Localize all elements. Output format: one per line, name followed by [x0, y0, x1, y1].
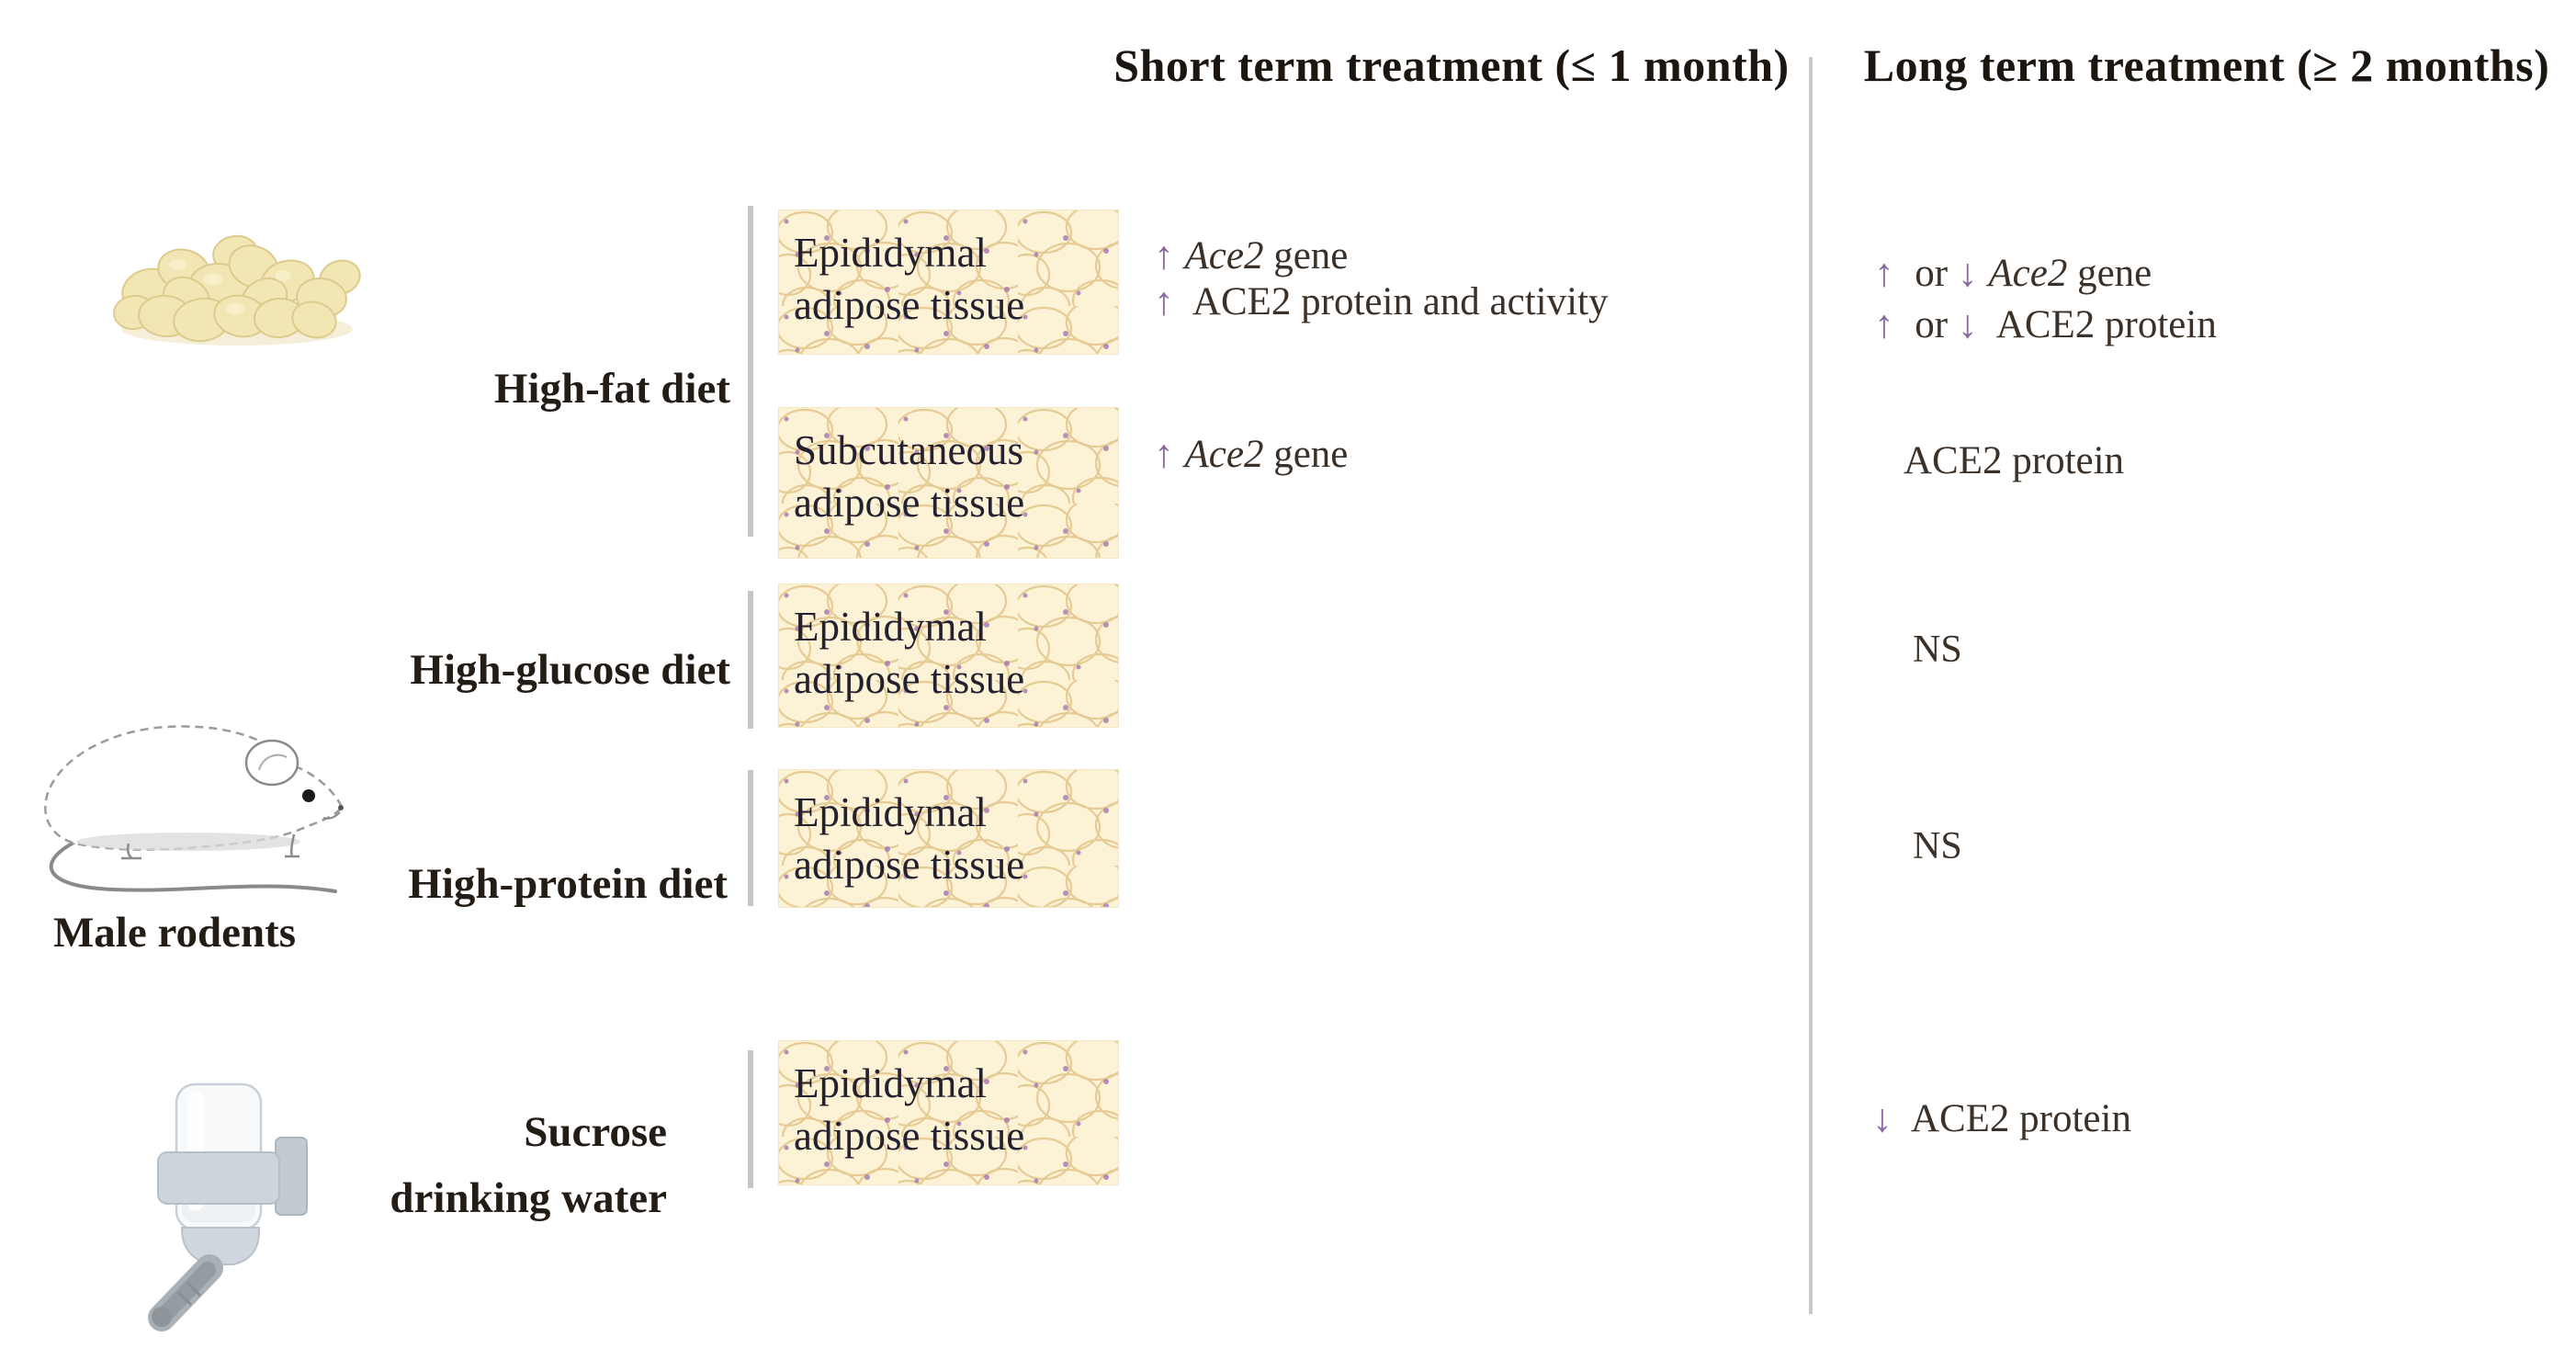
tissue-box-hg-epididymal: Epididymal adipose tissue	[778, 584, 1119, 728]
diet-label-high-protein: High-protein diet	[408, 860, 728, 908]
tissue-box-label: Epididymal adipose tissue	[794, 230, 1025, 328]
up-arrow-icon: ↑	[1154, 280, 1174, 323]
result-hf-subcutaneous-long-term: ACE2 protein	[1904, 438, 2124, 484]
diet-label-high-fat: High-fat diet	[493, 365, 730, 413]
tissue-box-hf-epididymal: Epididymal adipose tissue	[778, 210, 1119, 355]
high-protein-group-bar	[748, 770, 753, 906]
up-arrow-icon: ↑	[1154, 234, 1174, 278]
up-arrow-icon: ↑	[1874, 252, 1894, 295]
adipose-texture	[779, 210, 1118, 354]
adipose-texture	[779, 770, 1118, 907]
result-hf-subcutaneous-short-term: ↑ Ace2 gene	[1154, 432, 1348, 478]
result-line: NS	[1913, 825, 1962, 867]
tissue-box-label: Subcutaneous adipose tissue	[794, 427, 1025, 526]
tissue-box-hp-epididymal: Epididymal adipose tissue	[778, 769, 1119, 908]
tissue-box-hf-subcutaneous: Subcutaneous adipose tissue	[778, 407, 1119, 559]
adipose-texture	[779, 1041, 1118, 1184]
result-hp-long-term-ns: NS	[1913, 823, 1962, 869]
result-line: ↑ Ace2 gene	[1154, 234, 1349, 278]
water-bottle-illustration	[148, 1082, 308, 1331]
result-line: ↑ ACE2 protein and activity	[1154, 280, 1609, 323]
down-arrow-icon: ↓	[1957, 303, 1978, 346]
up-arrow-icon: ↑	[1874, 303, 1894, 346]
down-arrow-icon: ↓	[1872, 1097, 1892, 1140]
result-line: ACE2 protein	[1904, 439, 2125, 482]
result-hg-long-term-ns: NS	[1913, 627, 1962, 673]
short-term-column-header: Short term treatment (≤ 1 month)	[1113, 40, 1790, 91]
high-glucose-group-bar	[748, 591, 753, 729]
mouse-illustration	[44, 725, 344, 893]
tissue-box-label: Epididymal adipose tissue	[794, 604, 1025, 702]
result-hf-epididymal-long-term: ↑ or ↓ Ace2 gene ↑ or ↓ ACE2 protein	[1874, 248, 2217, 351]
sucrose-label-line2: drinking water	[390, 1174, 667, 1222]
result-line: ↑ Ace2 gene	[1154, 433, 1349, 476]
column-divider-line	[1809, 57, 1813, 1314]
result-line: ↑ or ↓ Ace2 gene	[1874, 252, 2152, 295]
tissue-box-label: Epididymal adipose tissue	[794, 1060, 1025, 1159]
tissue-box-label: Epididymal adipose tissue	[794, 789, 1025, 888]
subject-label-male-rodents: Male rodents	[52, 909, 297, 957]
high-fat-group-bar	[748, 206, 753, 537]
result-line: NS	[1913, 629, 1962, 671]
sucrose-label-line1: Sucrose	[524, 1108, 667, 1156]
tissue-box-su-epididymal: Epididymal adipose tissue	[778, 1040, 1119, 1185]
sucrose-group-bar	[748, 1050, 753, 1188]
adipose-texture	[779, 408, 1118, 558]
up-arrow-icon: ↑	[1154, 433, 1174, 476]
diet-label-sucrose-drinking-water: Sucrose drinking water	[303, 1099, 667, 1231]
result-hf-epididymal-short-term: ↑ Ace2 gene ↑ ACE2 protein and activity	[1154, 233, 1609, 325]
diet-label-high-glucose: High-glucose diet	[410, 646, 730, 694]
down-arrow-icon: ↓	[1957, 252, 1978, 295]
high-fat-food-illustration	[113, 234, 361, 346]
adipose-texture	[779, 584, 1118, 727]
long-term-column-header: Long term treatment (≥ 2 months)	[1863, 40, 2550, 91]
result-su-long-term: ↓ ACE2 protein	[1872, 1096, 2131, 1142]
result-line: ↓ ACE2 protein	[1872, 1097, 2131, 1140]
result-line: ↑ or ↓ ACE2 protein	[1874, 303, 2217, 346]
